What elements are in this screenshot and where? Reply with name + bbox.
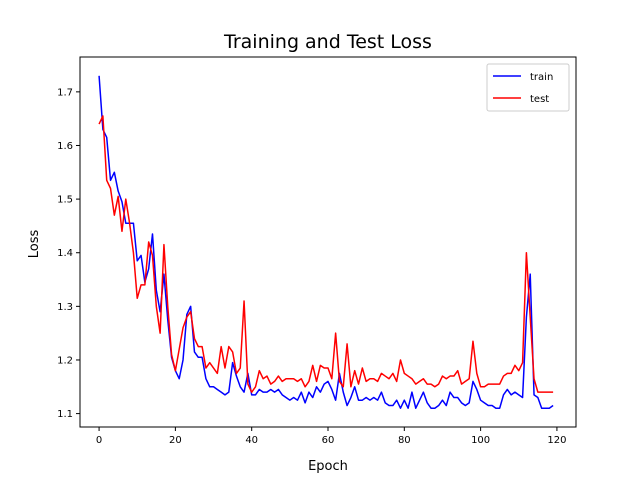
legend-box [486, 63, 570, 112]
x-tick-label: 100 [471, 435, 490, 446]
y-tick-label: 1.3 [57, 302, 73, 313]
x-tick-label: 80 [398, 435, 411, 446]
y-axis-label: Loss [27, 230, 42, 259]
y-tick-label: 1.1 [57, 409, 73, 420]
x-tick-label: 20 [169, 435, 182, 446]
x-tick-label: 40 [245, 435, 258, 446]
legend-label-test: test [530, 94, 549, 105]
series-lines [98, 75, 554, 409]
y-tick-label: 1.6 [57, 141, 73, 152]
legend-label-train: train [530, 72, 553, 83]
y-axis-ticks: 1.1 1.2 1.3 1.4 1.5 1.6 1.7 [57, 87, 80, 420]
y-tick-label: 1.2 [57, 355, 73, 366]
x-tick-label: 60 [322, 435, 335, 446]
legend: train test [486, 63, 570, 112]
x-tick-label: 0 [96, 435, 102, 446]
x-tick-label: 120 [547, 435, 566, 446]
chart-title: Training and Test Loss [223, 31, 432, 53]
series-line-test [98, 115, 554, 393]
x-axis-label: Epoch [308, 459, 348, 474]
y-tick-label: 1.7 [57, 87, 73, 98]
y-tick-label: 1.5 [57, 195, 73, 206]
x-axis-ticks: 0 20 40 60 80 100 120 [96, 427, 566, 446]
y-tick-label: 1.4 [57, 248, 73, 259]
